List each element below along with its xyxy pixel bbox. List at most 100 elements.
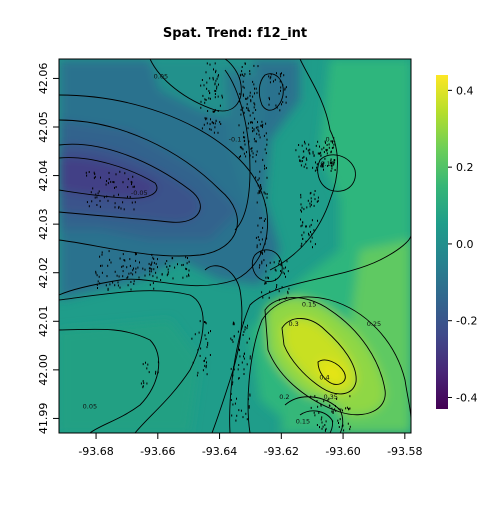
sample-point — [249, 91, 251, 94]
sample-point — [255, 160, 257, 163]
sample-point — [317, 196, 319, 199]
sample-point — [309, 202, 311, 205]
sample-point — [269, 261, 271, 264]
sample-point — [114, 284, 116, 287]
sample-point — [149, 273, 151, 276]
sample-point — [132, 273, 134, 276]
sample-point — [114, 202, 116, 205]
sample-point — [246, 363, 248, 366]
sample-point — [332, 161, 334, 164]
sample-point — [317, 405, 319, 408]
sample-point — [118, 193, 119, 196]
sample-point — [262, 252, 263, 255]
sample-point — [241, 66, 243, 68]
sample-point — [330, 158, 332, 161]
sample-point — [249, 114, 251, 117]
sample-point — [255, 140, 257, 143]
sample-point — [336, 397, 338, 400]
sample-point — [233, 323, 235, 326]
sample-point — [143, 382, 145, 385]
sample-point — [219, 104, 221, 107]
sample-point — [321, 427, 323, 430]
sample-point — [99, 255, 101, 258]
sample-point — [147, 363, 149, 366]
sample-point — [105, 284, 107, 287]
sample-point — [249, 94, 251, 97]
sample-point — [333, 159, 335, 162]
sample-point — [206, 361, 207, 364]
sample-point — [97, 280, 99, 283]
colorbar: -0.4 -0.2 0.0 0.2 0.4 — [436, 75, 477, 409]
sample-point — [343, 429, 345, 432]
sample-point — [152, 275, 154, 278]
sample-point — [236, 414, 238, 417]
sample-point — [207, 110, 209, 112]
sample-point — [264, 242, 266, 245]
sample-point — [110, 261, 112, 264]
sample-point — [298, 155, 300, 158]
sample-point — [249, 355, 251, 358]
sample-point — [203, 84, 205, 87]
sample-point — [215, 90, 217, 92]
sample-point — [107, 288, 109, 291]
sample-point — [331, 410, 333, 413]
sample-point — [186, 275, 188, 278]
sample-point — [285, 101, 287, 104]
sample-point — [243, 330, 245, 333]
sample-point — [106, 180, 107, 182]
sample-point — [243, 140, 245, 143]
contour-line-north-1 — [269, 59, 338, 271]
sample-point — [242, 93, 244, 96]
sample-point — [248, 405, 250, 408]
sample-point — [301, 234, 303, 237]
sample-point — [200, 347, 202, 350]
sample-point — [96, 283, 98, 286]
sample-point — [253, 129, 255, 132]
sample-point — [131, 183, 132, 186]
sample-point — [203, 360, 205, 362]
contour-line-north-2 — [317, 154, 356, 192]
sample-point — [157, 361, 159, 364]
sample-point — [236, 397, 237, 400]
sample-point — [107, 199, 109, 202]
sample-point — [320, 151, 322, 154]
sample-point — [127, 195, 128, 198]
sample-point — [309, 225, 311, 228]
sample-point — [164, 262, 166, 265]
sample-point — [103, 196, 105, 199]
sample-point — [284, 297, 286, 300]
colorbar-gradient — [436, 75, 448, 409]
sample-point — [300, 160, 302, 163]
sample-point — [332, 140, 333, 143]
sample-point — [85, 171, 87, 174]
sample-point — [130, 288, 132, 291]
sample-point — [321, 148, 323, 151]
sample-point — [216, 85, 218, 88]
sample-point — [238, 100, 240, 103]
sample-point — [214, 109, 216, 112]
sample-point — [144, 274, 146, 277]
sample-point — [214, 82, 216, 85]
sample-point — [303, 155, 305, 158]
sample-point — [276, 284, 278, 286]
sample-point — [262, 158, 264, 161]
sample-point — [311, 219, 313, 222]
sample-point — [285, 86, 287, 89]
sample-point — [323, 146, 325, 149]
sample-point — [279, 73, 281, 76]
sample-point — [325, 427, 327, 430]
x-tick-label: -93.68 — [78, 445, 113, 458]
sample-point — [266, 176, 268, 179]
sample-point — [286, 260, 288, 263]
sample-point — [252, 156, 254, 159]
sample-point — [120, 207, 122, 210]
sample-point — [199, 354, 201, 357]
sample-point — [188, 260, 190, 263]
sample-point — [265, 276, 267, 279]
sample-point — [124, 172, 126, 175]
sample-point — [155, 271, 157, 274]
sample-point — [114, 270, 116, 273]
sample-point — [330, 161, 332, 164]
contour-label: 0.15 — [302, 301, 316, 309]
sample-point — [266, 138, 268, 141]
